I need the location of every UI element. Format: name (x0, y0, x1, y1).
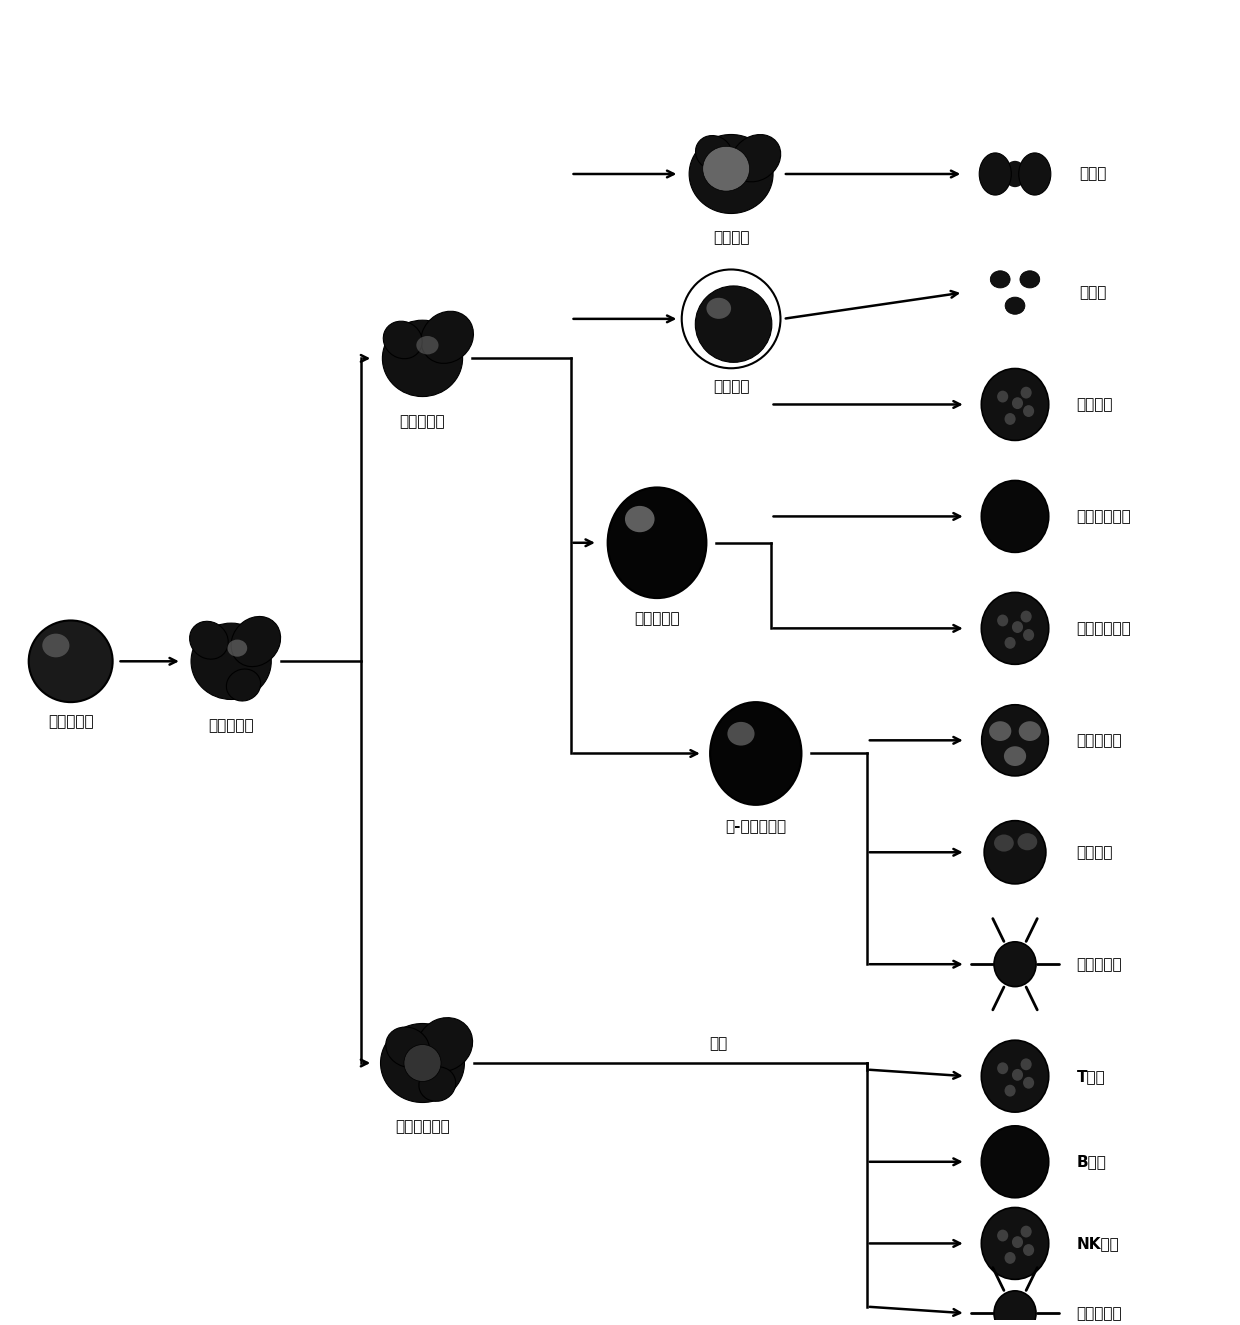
Ellipse shape (1012, 621, 1023, 633)
Text: 造血干细胞: 造血干细胞 (48, 714, 93, 729)
Ellipse shape (696, 135, 732, 171)
Ellipse shape (1021, 1059, 1032, 1071)
Ellipse shape (981, 481, 1049, 553)
Ellipse shape (1021, 611, 1032, 623)
Text: 单核细胞: 单核细胞 (1076, 845, 1114, 860)
Ellipse shape (231, 616, 280, 666)
Text: 粒-单核祖细胞: 粒-单核祖细胞 (725, 819, 786, 835)
Ellipse shape (985, 820, 1045, 884)
Ellipse shape (42, 633, 69, 657)
Ellipse shape (1004, 637, 1016, 649)
Ellipse shape (980, 152, 1012, 195)
Text: B细胞: B细胞 (1076, 1154, 1106, 1169)
Ellipse shape (1023, 629, 1034, 641)
Text: 嗜酸性粒细胞: 嗜酸性粒细胞 (1076, 621, 1131, 636)
Text: 中性粒细胞: 中性粒细胞 (1076, 733, 1122, 747)
Ellipse shape (703, 146, 750, 191)
Text: 多能祖细胞: 多能祖细胞 (208, 718, 254, 733)
Ellipse shape (1012, 1236, 1023, 1248)
Ellipse shape (227, 640, 247, 657)
Text: T细胞: T细胞 (1076, 1069, 1106, 1084)
Ellipse shape (419, 1067, 456, 1101)
Ellipse shape (1004, 1252, 1016, 1264)
Text: 树突状细胞: 树突状细胞 (1076, 1305, 1122, 1321)
Ellipse shape (1012, 398, 1023, 409)
Ellipse shape (404, 1044, 441, 1081)
Ellipse shape (981, 592, 1049, 664)
Ellipse shape (1023, 1244, 1034, 1256)
Text: 髓系祖细胞: 髓系祖细胞 (634, 611, 680, 627)
Ellipse shape (1004, 746, 1027, 766)
Ellipse shape (990, 721, 1012, 741)
Text: 血小板: 血小板 (1079, 285, 1106, 299)
Ellipse shape (420, 311, 474, 363)
Ellipse shape (1021, 1226, 1032, 1238)
Ellipse shape (382, 321, 463, 396)
Ellipse shape (981, 1040, 1049, 1112)
Ellipse shape (191, 623, 272, 700)
Ellipse shape (417, 1018, 472, 1072)
Ellipse shape (994, 1291, 1035, 1325)
Ellipse shape (696, 286, 771, 362)
Text: 髓样祖细胞: 髓样祖细胞 (399, 413, 445, 429)
Ellipse shape (711, 702, 801, 804)
Ellipse shape (1019, 152, 1050, 195)
Ellipse shape (997, 615, 1008, 627)
Ellipse shape (1021, 387, 1032, 399)
Ellipse shape (997, 391, 1008, 403)
Text: 嗜碱性粒细胞: 嗜碱性粒细胞 (1076, 509, 1131, 523)
Text: 淋巴样祖细胞: 淋巴样祖细胞 (396, 1120, 450, 1134)
Ellipse shape (994, 835, 1014, 852)
Ellipse shape (386, 1027, 429, 1068)
Ellipse shape (381, 1023, 465, 1102)
Ellipse shape (982, 705, 1048, 776)
Text: 肥大细胞: 肥大细胞 (1076, 398, 1114, 412)
Ellipse shape (1021, 270, 1039, 288)
Ellipse shape (417, 337, 439, 354)
Ellipse shape (1018, 833, 1037, 851)
Ellipse shape (1023, 405, 1034, 417)
Ellipse shape (728, 722, 755, 746)
Ellipse shape (997, 1230, 1008, 1242)
Ellipse shape (227, 669, 260, 701)
Ellipse shape (981, 368, 1049, 440)
Ellipse shape (682, 269, 780, 368)
Text: 巨核细胞: 巨核细胞 (713, 379, 749, 395)
Ellipse shape (991, 270, 1011, 288)
Ellipse shape (707, 298, 732, 319)
Ellipse shape (383, 321, 422, 359)
Text: NK细胞: NK细胞 (1076, 1236, 1120, 1251)
Ellipse shape (190, 621, 228, 659)
Ellipse shape (1006, 297, 1025, 314)
Ellipse shape (1023, 1077, 1034, 1089)
Ellipse shape (625, 506, 655, 533)
Ellipse shape (994, 942, 1035, 987)
Ellipse shape (1004, 1085, 1016, 1097)
Text: 树突状细胞: 树突状细胞 (1076, 957, 1122, 971)
Ellipse shape (29, 620, 113, 702)
Ellipse shape (689, 134, 773, 213)
Ellipse shape (997, 1063, 1008, 1075)
Text: 红细胞: 红细胞 (1079, 167, 1106, 182)
Ellipse shape (608, 488, 707, 598)
Ellipse shape (1004, 413, 1016, 425)
Text: 红母细胞: 红母细胞 (713, 231, 749, 245)
Ellipse shape (1019, 721, 1040, 741)
Ellipse shape (981, 1207, 1049, 1280)
Ellipse shape (1004, 160, 1027, 187)
Ellipse shape (981, 1126, 1049, 1198)
Ellipse shape (730, 135, 781, 182)
Ellipse shape (1012, 1069, 1023, 1081)
Text: 胸腺: 胸腺 (709, 1036, 728, 1051)
